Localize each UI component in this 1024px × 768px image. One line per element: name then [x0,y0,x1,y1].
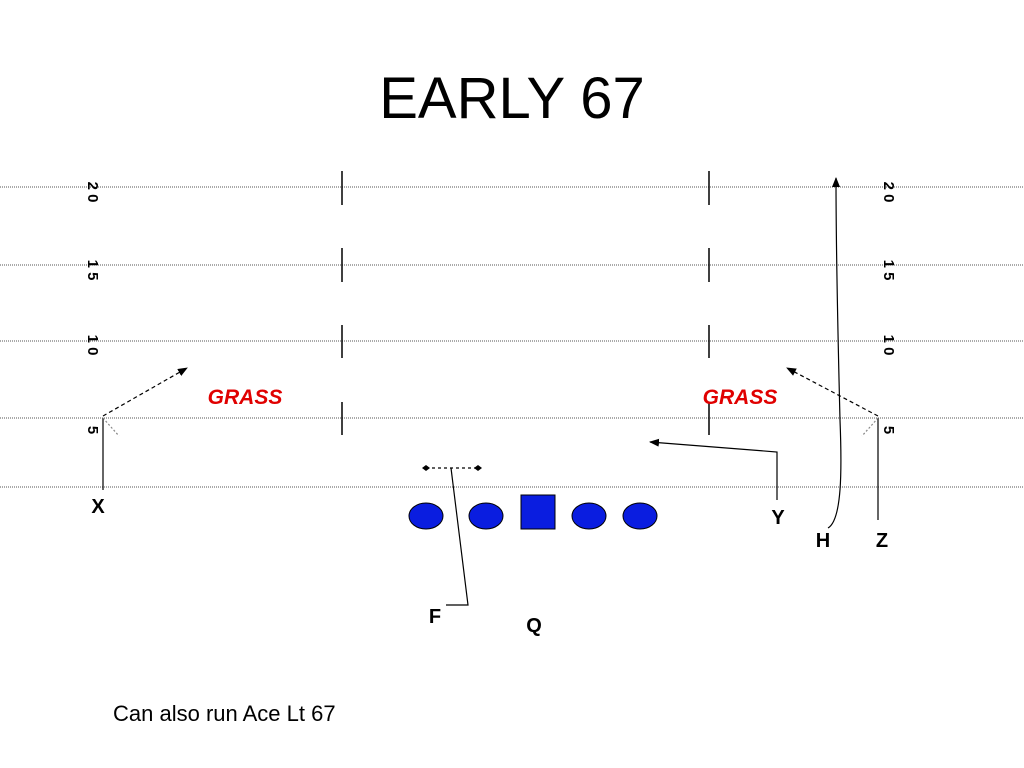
yard-lines [0,186,1024,488]
player-label: Q [526,615,542,637]
yard-number: 2 0 [880,182,897,203]
yard-number: 1 0 [84,335,101,356]
player-label: H [816,530,830,552]
player-label: F [429,606,441,628]
yard-number: 2 0 [84,182,101,203]
player-label: Y [771,507,785,529]
yard-number: 5 [84,426,101,434]
hash-marks [341,171,710,435]
right-yard-numbers: 2 0 1 5 1 0 5 [880,182,897,435]
zone-label: GRASS [703,386,778,409]
left-yard-numbers: 2 0 1 5 1 0 5 [84,182,101,435]
player-label: X [91,496,105,518]
yard-number: 1 0 [880,335,897,356]
block-ends [422,465,482,471]
yard-number: 1 5 [880,260,897,281]
offensive-line [408,494,658,530]
routes [102,177,879,606]
yard-number: 1 5 [84,260,101,281]
title: EARLY 67 [379,66,644,131]
note: Can also run Ace Lt 67 [113,701,336,726]
player-label: Z [876,530,888,552]
yard-number: 5 [880,426,897,434]
zone-label: GRASS [208,386,283,409]
